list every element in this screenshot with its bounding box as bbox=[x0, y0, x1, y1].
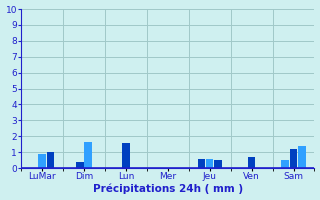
Bar bbox=[197, 159, 205, 168]
Bar bbox=[47, 152, 54, 168]
Bar bbox=[248, 157, 255, 168]
Bar bbox=[84, 142, 92, 168]
X-axis label: Précipitations 24h ( mm ): Précipitations 24h ( mm ) bbox=[93, 184, 243, 194]
Bar bbox=[38, 154, 46, 168]
Bar bbox=[281, 160, 289, 168]
Bar bbox=[298, 146, 306, 168]
Bar bbox=[206, 159, 213, 168]
Bar bbox=[290, 149, 297, 168]
Bar bbox=[76, 162, 84, 168]
Bar bbox=[122, 143, 130, 168]
Bar bbox=[214, 160, 222, 168]
